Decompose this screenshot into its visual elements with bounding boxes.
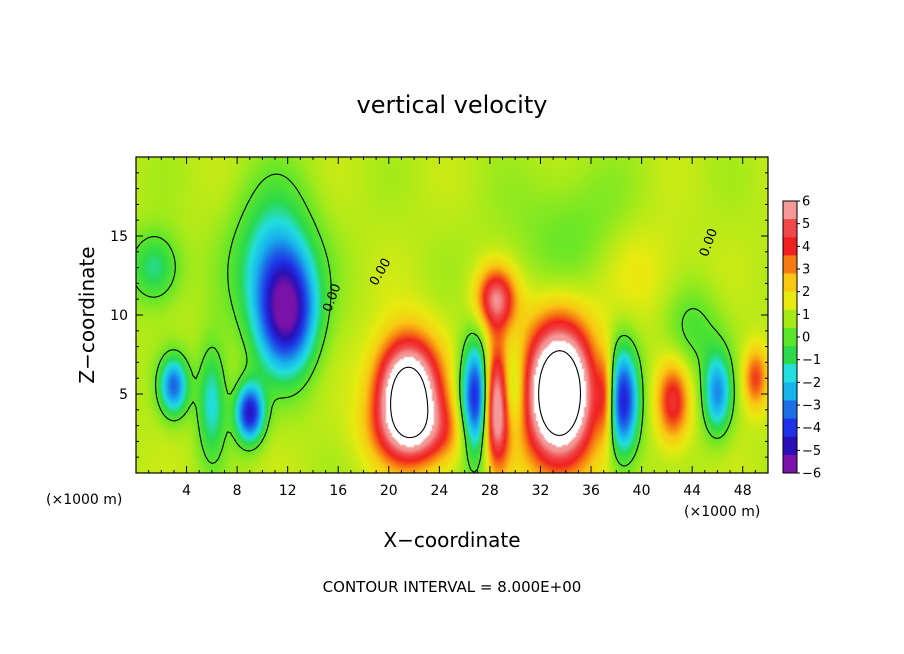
x-tick-label: 20 xyxy=(380,483,398,499)
colorbar-tick-label: −2 xyxy=(802,376,821,391)
colorbar-swatch xyxy=(783,400,797,420)
colorbar-swatch xyxy=(783,291,797,311)
x-tick-label: 40 xyxy=(633,483,651,499)
colorbar-swatch xyxy=(783,454,797,474)
colorbar-tick-label: −3 xyxy=(802,399,821,414)
colorbar: 6 5 4 3 2 1 0 −1 −2 −3 −4 −5 −6 xyxy=(782,195,821,482)
chart-title: vertical velocity xyxy=(357,91,548,119)
colorbar-tick-label: 2 xyxy=(802,285,810,300)
contour-line xyxy=(390,350,582,439)
x-unit-label-left: (×1000 m) xyxy=(46,492,122,508)
x-tick-label: 8 xyxy=(233,483,242,499)
x-tick-label: 36 xyxy=(582,483,600,499)
colorbar-tick-label: −5 xyxy=(802,444,821,459)
contour-line xyxy=(136,173,735,473)
x-tick-label: 24 xyxy=(430,483,448,499)
colorbar-swatch xyxy=(783,273,797,293)
colorbar-tick-label: 1 xyxy=(802,308,810,323)
colorbar-swatch xyxy=(783,309,797,329)
colorbar-tick-label: −1 xyxy=(802,353,821,368)
colorbar-tick-label: 6 xyxy=(802,195,810,210)
colorbar-swatch xyxy=(783,237,797,256)
colorbar-tick-label: −6 xyxy=(802,467,821,482)
x-tick-label: 28 xyxy=(481,483,499,499)
x-axis-ticks: 4 8 12 16 20 24 28 32 36 40 44 48 xyxy=(148,157,756,499)
y-tick-label: 5 xyxy=(119,387,128,403)
y-axis-ticks: 5 10 15 xyxy=(110,172,768,458)
colorbar-tick-label: 5 xyxy=(802,217,810,232)
velocity-heatmap xyxy=(136,157,768,473)
colorbar-swatch xyxy=(783,364,797,383)
y-axis-label: Z−coordinate xyxy=(75,246,99,383)
x-unit-label-right: (×1000 m) xyxy=(684,504,760,520)
colorbar-swatch xyxy=(783,255,797,275)
x-axis-label: X−coordinate xyxy=(383,528,520,552)
contour-interval-note: CONTOUR INTERVAL = 8.000E+00 xyxy=(323,578,582,596)
y-tick-label: 15 xyxy=(110,229,128,245)
colorbar-swatch xyxy=(783,436,797,456)
colorbar-swatch xyxy=(783,418,797,438)
x-tick-label: 16 xyxy=(329,483,347,499)
colorbar-swatch xyxy=(783,382,797,401)
x-tick-label: 44 xyxy=(683,483,701,499)
colorbar-swatch xyxy=(783,327,797,347)
colorbar-tick-label: −4 xyxy=(802,421,821,436)
x-tick-label: 12 xyxy=(279,483,297,499)
colorbar-swatch xyxy=(783,201,797,220)
colorbar-swatch xyxy=(783,346,797,365)
colorbar-tick-label: 3 xyxy=(802,263,810,278)
colorbar-tick-label: 4 xyxy=(802,240,810,255)
contour-lines xyxy=(136,173,735,473)
plot-area xyxy=(136,157,768,473)
x-tick-label: 32 xyxy=(532,483,550,499)
x-tick-label: 48 xyxy=(734,483,752,499)
colorbar-swatch xyxy=(783,219,797,238)
y-tick-label: 10 xyxy=(110,308,128,324)
x-tick-label: 4 xyxy=(182,483,191,499)
colorbar-tick-label: 0 xyxy=(802,331,810,346)
